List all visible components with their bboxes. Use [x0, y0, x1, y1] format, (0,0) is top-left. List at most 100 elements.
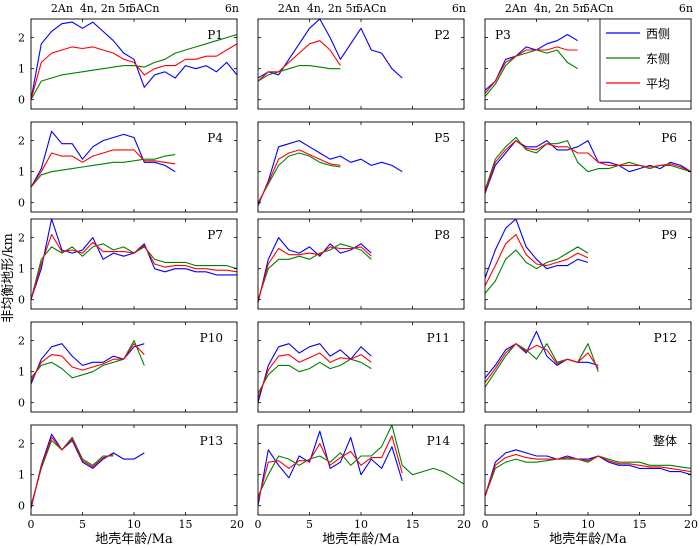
series-line-west — [258, 430, 403, 506]
x-tick-label: 0 — [28, 518, 35, 531]
panel-lines — [31, 219, 237, 300]
chron-label: 4n, 2n 5n — [80, 2, 133, 15]
series-line-west — [31, 219, 237, 300]
series-line-east — [485, 49, 578, 97]
panel-label: P6 — [661, 131, 677, 145]
series-line-mean — [485, 46, 578, 94]
panel-frame — [30, 218, 238, 310]
series-line-west — [485, 140, 691, 194]
panel-lines — [258, 343, 372, 403]
series-line-west — [258, 140, 403, 207]
series-line-mean — [258, 246, 372, 302]
legend-label: 西侧 — [646, 27, 670, 41]
x-tick-label: 0 — [482, 518, 489, 531]
panel-label: P13 — [200, 434, 223, 448]
chron-label: 5ACn — [356, 2, 386, 15]
chron-label: 5ACn — [129, 2, 159, 15]
x-tick-label: 15 — [633, 518, 647, 531]
chron-label: 2An — [505, 2, 527, 15]
x-tick-label: 5 — [79, 518, 86, 531]
series-line-east — [485, 455, 691, 497]
panel-label: P9 — [661, 228, 677, 242]
panel-lines — [485, 33, 578, 97]
panel-P7: 0 1 2 P7 — [18, 218, 238, 310]
y-tick-label: 1 — [18, 63, 25, 76]
series-line-west — [31, 21, 237, 100]
y-tick-label: 1 — [18, 469, 25, 482]
series-line-east — [31, 154, 176, 188]
panel-lines — [258, 237, 372, 303]
series-line-west — [258, 343, 372, 403]
series-line-mean — [485, 453, 691, 497]
series-line-east — [258, 152, 341, 203]
series-line-east — [258, 65, 341, 82]
series-line-west — [31, 433, 145, 509]
y-tick-label: 0 — [18, 294, 25, 307]
x-tick-label: 10 — [127, 518, 141, 531]
x-tick-label: 5 — [533, 518, 540, 531]
chron-label: 6n — [679, 2, 693, 15]
y-tick-label: 0 — [18, 500, 25, 513]
panel-P12: P12 — [484, 321, 692, 413]
y-tick-label: 2 — [18, 32, 25, 45]
y-tick-label: 0 — [18, 94, 25, 107]
series-line-mean — [485, 140, 691, 192]
panel-frame — [30, 121, 238, 213]
series-line-east — [485, 246, 589, 294]
panel-label: P7 — [207, 228, 223, 242]
panel-P11: P11 — [257, 321, 465, 413]
series-line-east — [485, 343, 599, 388]
panel-P13: 0 5 10 15 20 0 1 2 P13 — [18, 424, 244, 531]
chron-label: 4n, 2n 5n — [534, 2, 587, 15]
panel-label: P10 — [200, 331, 223, 345]
panel-lines — [485, 330, 599, 388]
x-axis-title: 地壳年龄/Ma — [95, 532, 173, 547]
panel-lines — [485, 136, 691, 194]
y-tick-label: 0 — [18, 397, 25, 410]
panel-P14: 0 5 10 15 20 P14 — [255, 424, 471, 531]
series-line-mean — [31, 233, 237, 300]
series-line-mean — [258, 435, 403, 502]
panel-label: P14 — [427, 434, 451, 448]
series-line-east — [258, 243, 372, 300]
series-line-mean — [31, 436, 114, 508]
y-tick-label: 0 — [18, 197, 25, 210]
chron-label: 6n — [452, 2, 466, 15]
chron-label: 5ACn — [583, 2, 613, 15]
panel-label: P4 — [207, 131, 223, 145]
series-line-mean — [258, 149, 341, 205]
y-tick-label: 1 — [18, 166, 25, 179]
panel-lines — [258, 425, 464, 506]
legend-label: 东侧 — [646, 52, 670, 66]
series-line-west — [258, 19, 403, 79]
series-line-mean — [485, 233, 589, 286]
panel-frame — [30, 18, 238, 110]
panel-label: P12 — [654, 331, 677, 345]
series-line-mean — [258, 40, 341, 82]
panel-整体: 0 5 10 15 20 整体 — [482, 424, 698, 531]
panel-label: P5 — [434, 131, 450, 145]
panel-label: P1 — [207, 28, 223, 42]
series-line-west — [485, 33, 578, 91]
series-line-mean — [258, 352, 372, 399]
series-line-mean — [485, 343, 599, 383]
chron-label: 2An — [51, 2, 73, 15]
panel-P10: 0 1 2 P10 — [18, 321, 238, 413]
panel-P9: P9 — [484, 218, 692, 310]
panel-lines — [485, 449, 691, 497]
panel-label: P2 — [434, 28, 450, 42]
panel-frame — [484, 121, 692, 213]
panel-label: P3 — [495, 28, 511, 42]
series-line-east — [258, 358, 372, 394]
series-line-east — [31, 340, 145, 379]
panel-P8: P8 — [257, 218, 465, 310]
panel-P4: 0 1 2 P4 — [18, 121, 238, 213]
series-line-west — [485, 330, 599, 379]
chron-label: 4n, 2n 5n — [307, 2, 360, 15]
panel-lines — [31, 433, 145, 509]
panel-lines — [485, 219, 589, 294]
series-line-mean — [31, 43, 237, 100]
